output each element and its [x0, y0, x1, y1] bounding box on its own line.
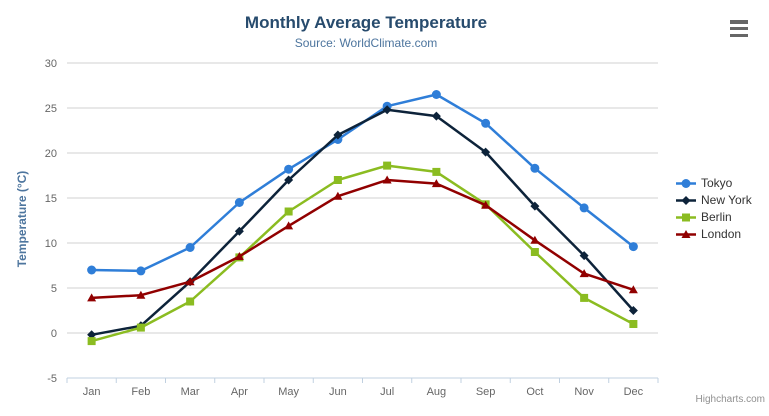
y-axis-label: 0 [51, 328, 57, 340]
legend-label: Tokyo [701, 176, 733, 190]
data-point-marker[interactable] [681, 179, 691, 188]
data-point-marker[interactable] [87, 265, 97, 275]
y-axis-label: 20 [45, 148, 57, 160]
data-point-marker[interactable] [682, 213, 690, 222]
data-point-marker[interactable] [579, 269, 589, 278]
x-axis-label: Jan [83, 386, 101, 398]
data-point-marker[interactable] [284, 164, 294, 174]
series-line[interactable] [91, 93, 635, 273]
series-new-york [87, 105, 638, 340]
legend-item-london[interactable]: London [676, 228, 752, 241]
y-axis-label: 10 [45, 238, 57, 250]
data-point-marker[interactable] [284, 175, 294, 185]
series-london [87, 175, 638, 302]
data-point-marker[interactable] [530, 248, 539, 256]
data-point-marker[interactable] [382, 105, 392, 115]
series-tokyo [87, 90, 638, 276]
data-point-marker[interactable] [530, 235, 540, 244]
x-axis-label: Jun [329, 386, 347, 398]
hamburger-menu-icon[interactable] [730, 20, 750, 37]
square-legend-marker-icon [676, 213, 696, 222]
data-point-marker[interactable] [333, 191, 343, 200]
data-point-marker[interactable] [284, 221, 294, 230]
data-point-marker[interactable] [628, 242, 638, 252]
x-axis-label: Nov [574, 386, 594, 398]
x-axis-label: Sep [476, 386, 496, 398]
data-point-marker[interactable] [628, 306, 638, 315]
triangle-legend-marker-icon [676, 230, 696, 238]
x-axis-label: Aug [427, 386, 447, 398]
x-axis-label: Oct [526, 386, 543, 398]
legend: Tokyo New York Berlin London [676, 177, 752, 241]
data-point-marker[interactable] [87, 337, 96, 346]
data-point-marker[interactable] [431, 179, 441, 188]
data-point-marker[interactable] [284, 207, 293, 216]
series-line[interactable] [91, 178, 634, 300]
data-point-marker[interactable] [681, 230, 691, 238]
data-point-marker[interactable] [481, 118, 491, 128]
legend-item-new-york[interactable]: New York [676, 194, 752, 207]
hamburger-bar [730, 33, 748, 37]
y-axis-label: 15 [45, 193, 57, 205]
hamburger-bar [730, 26, 748, 31]
legend-label: London [701, 227, 742, 241]
y-axis-title: Temperature (°C) [15, 170, 29, 268]
data-point-marker[interactable] [628, 285, 638, 294]
chart-title: Monthly Average Temperature [244, 13, 488, 32]
data-point-marker[interactable] [530, 201, 540, 211]
data-point-marker[interactable] [481, 147, 491, 157]
legend-item-tokyo[interactable]: Tokyo [676, 177, 752, 190]
data-point-marker[interactable] [681, 196, 691, 205]
data-point-marker[interactable] [629, 320, 638, 328]
y-axis-label: 30 [45, 58, 57, 70]
data-point-marker[interactable] [136, 266, 146, 276]
x-axis-label: Mar [181, 386, 200, 398]
data-point-marker[interactable] [431, 90, 441, 99]
data-point-marker[interactable] [530, 163, 540, 173]
data-point-marker[interactable] [580, 293, 589, 302]
data-point-marker[interactable] [432, 167, 441, 176]
y-axis-label: 5 [51, 283, 57, 295]
data-point-marker[interactable] [481, 200, 491, 209]
chart-subtitle: Source: WorldClimate.com [294, 36, 438, 50]
data-point-marker[interactable] [333, 130, 343, 140]
hamburger-bar [730, 20, 748, 24]
data-point-marker[interactable] [579, 203, 589, 213]
data-point-marker[interactable] [186, 297, 195, 306]
x-axis-label: Apr [231, 386, 248, 398]
data-point-marker[interactable] [185, 277, 195, 286]
x-axis-label: Jul [380, 386, 394, 398]
data-point-marker[interactable] [87, 330, 97, 340]
data-point-marker[interactable] [234, 226, 244, 236]
data-point-marker[interactable] [383, 161, 392, 170]
y-axis-label: 25 [45, 103, 57, 115]
data-point-marker[interactable] [234, 198, 244, 207]
x-axis-label: May [278, 386, 299, 398]
data-point-marker[interactable] [431, 111, 441, 121]
data-point-marker[interactable] [136, 323, 145, 332]
data-point-marker[interactable] [333, 176, 342, 184]
credits-link[interactable]: Highcharts.com [695, 394, 765, 405]
data-point-marker[interactable] [382, 175, 392, 184]
data-point-marker[interactable] [579, 251, 589, 261]
data-point-marker[interactable] [234, 252, 244, 260]
series-line[interactable] [91, 108, 635, 337]
data-point-marker[interactable] [87, 293, 97, 302]
x-axis-label: Feb [131, 386, 150, 398]
legend-label: Berlin [701, 210, 732, 224]
diamond-legend-marker-icon [676, 196, 696, 205]
data-point-marker[interactable] [136, 290, 146, 299]
data-point-marker[interactable] [185, 243, 195, 252]
circle-legend-marker-icon [676, 179, 696, 188]
series-line[interactable] [91, 164, 634, 343]
legend-item-berlin[interactable]: Berlin [676, 211, 752, 224]
legend-label: New York [701, 193, 752, 207]
x-axis-label: Dec [624, 386, 644, 398]
y-axis-label: -5 [47, 373, 57, 385]
